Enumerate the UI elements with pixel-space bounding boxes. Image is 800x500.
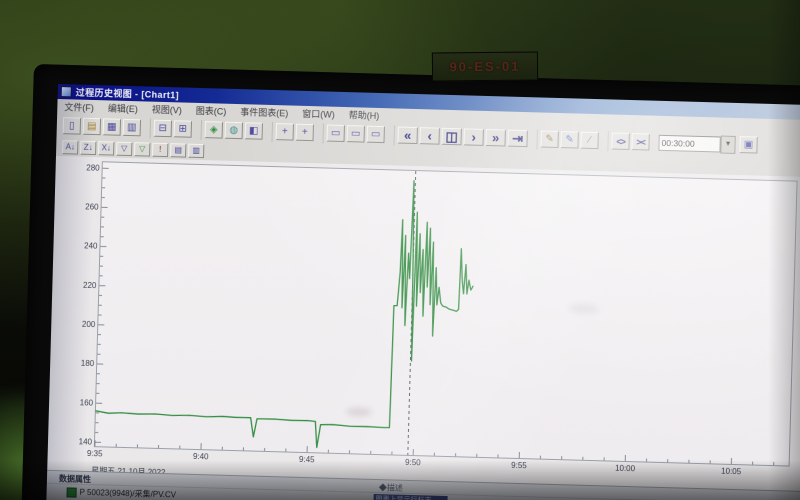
window-icon [60,86,72,98]
toolbar-group-edit: ✎ ✎ ∕ [536,128,602,151]
menu-item-3[interactable]: 视图(V) [151,104,182,115]
y-tick-label: 240 [84,242,98,251]
open-button[interactable]: ▤ [82,117,102,136]
toolbar-group-annotate: ▭ ▭ ▭ [322,122,388,145]
y-tick-label: 280 [86,163,100,172]
x-tick-label: 9:50 [405,458,421,467]
filter-button[interactable]: ▽ [116,141,133,157]
x-tick-label: 9:35 [87,449,103,458]
pointer-button[interactable]: ◧ [244,122,263,140]
erase-button[interactable]: ✎ [540,130,559,148]
apply-timespan-button[interactable]: ▣ [739,136,758,154]
trend-application-window: 过程历史视图 - [Chart1] 文件(F) 编辑(E) 视图(V) 图表(C) 事件… [45,84,800,500]
selected-description-cell[interactable]: 图表上显示行标志 [373,493,448,500]
add-pen-button[interactable]: ✎ [560,131,579,149]
toolbar-group-layout: ⊟ ⊞ [149,118,196,140]
jump-begin-button[interactable]: « [397,126,418,145]
y-tick-label: 140 [79,437,93,446]
print-list-button[interactable]: ▤ [170,143,187,158]
snapshot-button[interactable]: ◍ [224,121,244,140]
trend-line-50023(9948)/采集/PV.CV [95,180,474,449]
center-view-button[interactable]: ◫ [441,127,462,146]
legend-button[interactable]: ▥ [187,143,205,159]
toolbar-group-navigate: «‹ ◫ ›» ⇥ [393,124,531,149]
print-button[interactable]: ▥ [122,118,142,137]
chart-zone: 140 160 180 200 220 240 260 280 9:35 9:40 9:45 9:50… [47,155,800,492]
sign-button[interactable]: ∕ [580,131,599,150]
y-tick-label: 160 [80,398,94,407]
timespan-dropdown-arrow-icon[interactable]: ▼ [720,135,736,154]
x-tick-label: 10:00 [615,464,636,474]
sort-desc-button[interactable]: Z↓ [80,140,97,156]
menu-item-1[interactable]: 文件(F) [64,101,94,113]
menu-item-2[interactable]: 编辑(E) [107,102,138,114]
trend-chart[interactable]: 140 160 180 200 220 240 260 280 9:35 9:40 9:45 9:50… [79,162,797,476]
parameter-tag[interactable]: P 50023(9948)/采集/PV.CV [79,487,177,500]
expand-timespan-button[interactable]: <> [611,132,630,150]
page-back-button[interactable]: ‹ [419,127,440,145]
pan-horizontal-button[interactable]: + [275,123,294,141]
pan-vertical-button[interactable]: + [295,123,314,142]
equipment-tag-plate: 90-ES-01 [431,51,539,82]
x-tick-label: 9:55 [511,461,527,470]
y-tick-label: 200 [82,320,96,329]
pen-color-chip[interactable] [66,487,77,498]
save-button[interactable]: ▦ [102,118,122,136]
timespan-combobox[interactable]: ▼ [658,133,736,154]
note-button[interactable]: ▭ [326,124,345,143]
toolbar-group-pan: + + [271,121,318,143]
toolbar-group-file: ▯ ▤ ▦ ▥ [60,116,145,138]
single-trend-button[interactable]: ⊟ [153,119,173,138]
filter-clear-button[interactable]: ▽ [134,142,151,157]
y-tick-label: 260 [85,202,99,211]
new-chart-button[interactable]: ▯ [62,117,82,135]
refresh-button[interactable]: ◈ [204,121,224,139]
x-tick-label: 9:45 [299,455,315,464]
split-trend-button[interactable]: ⊞ [173,120,193,138]
toolbar-group-sort-filter: A↓ Z↓ X↓ ▽ ▽! ▤ ▥ [59,140,207,159]
toolbar-group-zoomspan: <> >< [607,130,653,153]
y-tick-label: 220 [83,281,97,290]
sort-asc-button[interactable]: A↓ [62,140,79,155]
y-tick-label: 180 [81,359,95,368]
menu-item-7[interactable]: 帮助(H) [348,109,380,121]
timespan-input[interactable] [658,134,721,153]
comment-button[interactable]: ▭ [346,125,365,143]
event-note-button[interactable]: ▭ [366,125,385,144]
sort-value-button[interactable]: X↓ [98,141,115,156]
menu-item-5[interactable]: 事件图表(E) [240,106,289,118]
menu-item-6[interactable]: 窗口(W) [302,108,335,120]
page-forward-button[interactable]: › [463,128,484,146]
trend-plot-area[interactable]: 140 160 180 200 220 240 260 280 9:35 9:40 9:45 9:50… [79,161,798,476]
x-tick-label: 10:05 [721,467,742,477]
shrink-timespan-button[interactable]: >< [631,133,650,151]
jump-end-button[interactable]: ⇥ [507,129,528,148]
alarm-button[interactable]: ! [152,142,169,158]
x-tick-label: 9:40 [193,452,209,461]
jump-forward-button[interactable]: » [485,128,506,147]
menu-item-4[interactable]: 图表(C) [195,105,227,117]
toolbar-group-tools: ◈ ◍ ◧ [200,119,267,142]
